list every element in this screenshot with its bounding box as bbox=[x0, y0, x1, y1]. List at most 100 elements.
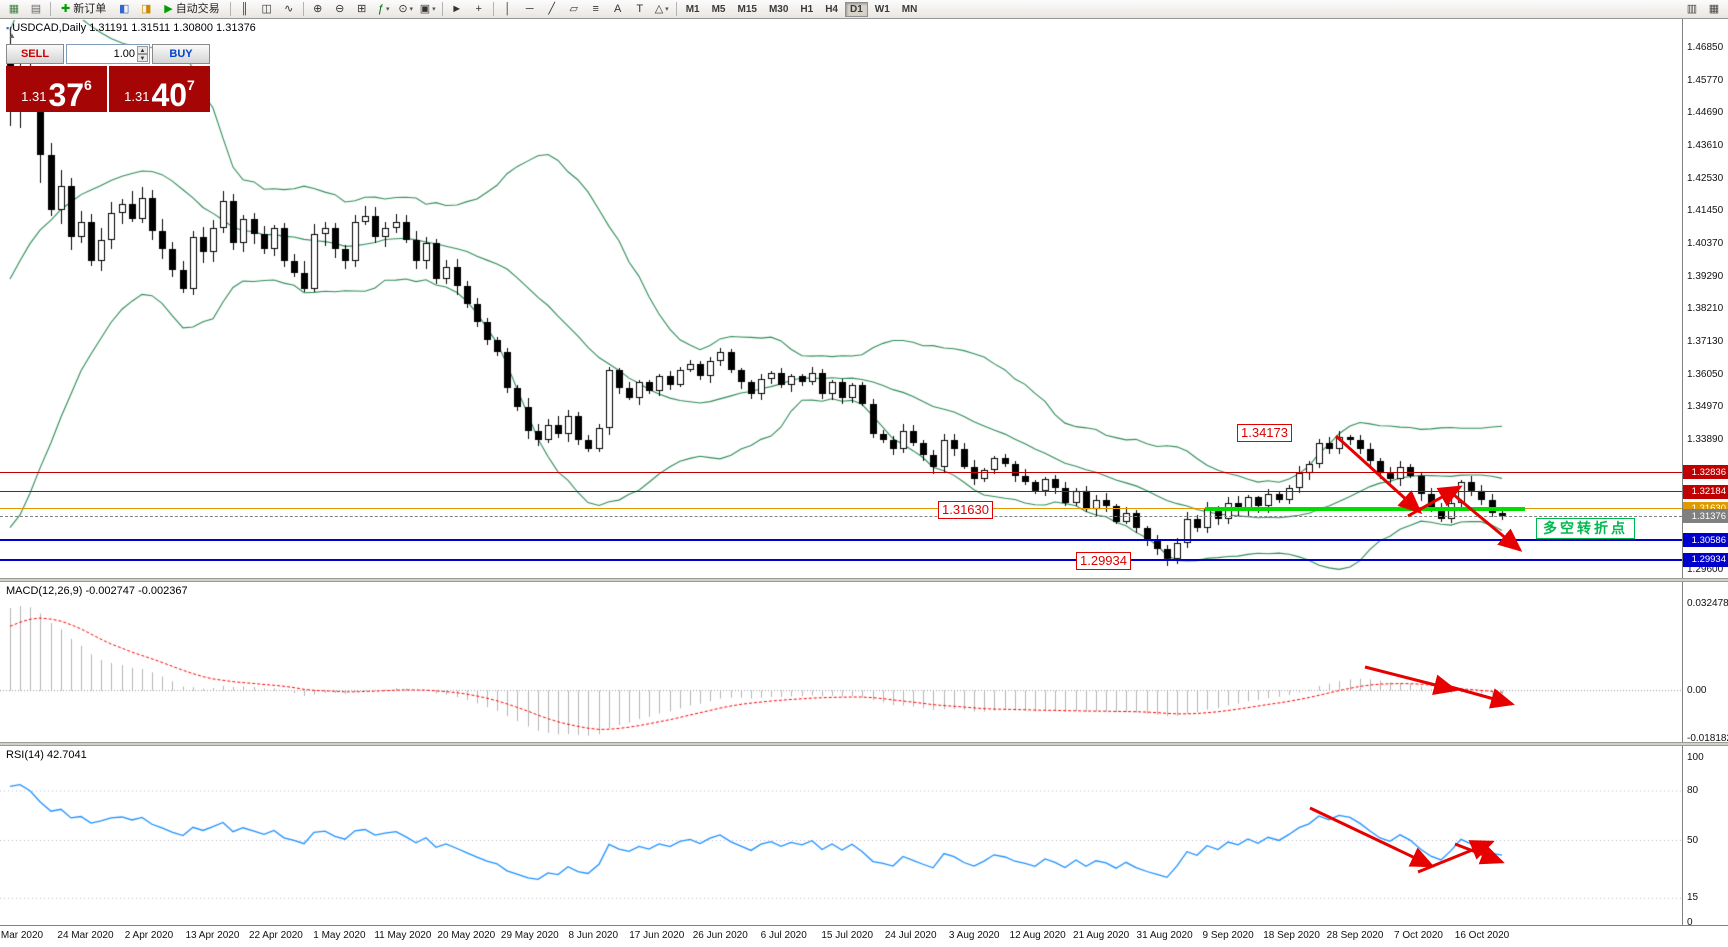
sell-label-button[interactable]: SELL bbox=[6, 44, 64, 64]
zoom-out-icon: ⊖ bbox=[335, 2, 345, 15]
chart-window-icon[interactable]: ▦ bbox=[4, 0, 24, 18]
support-line-lower[interactable] bbox=[0, 558, 1682, 561]
rsi-tick: 0 bbox=[1687, 917, 1693, 928]
one-click-collapse-icon[interactable]: ▲ bbox=[8, 31, 16, 40]
x-axis-date: 24 Mar 2020 bbox=[57, 930, 114, 941]
buy-price-sup: 7 bbox=[187, 77, 195, 93]
market-watch-icon[interactable]: ◧ bbox=[114, 0, 134, 18]
toolbar-separator bbox=[302, 2, 304, 16]
one-click-trading-panel: SELL 1.00 ▲ ▼ BUY 1.31 37 6 1.31 40 7 bbox=[6, 44, 210, 112]
sell-price-big: 37 bbox=[48, 76, 85, 113]
timeframe-m1-button[interactable]: M1 bbox=[685, 3, 700, 15]
autotrading-button[interactable]: ▶ 自动交易 bbox=[158, 0, 225, 18]
crosshair-icon: + bbox=[475, 2, 482, 15]
price-tick: 1.37130 bbox=[1687, 336, 1724, 348]
shapes-icon: △ bbox=[654, 2, 664, 15]
x-axis-date: 18 Sep 2020 bbox=[1263, 930, 1320, 941]
support-line-upper[interactable] bbox=[0, 539, 1682, 542]
support-trendline[interactable] bbox=[1205, 507, 1525, 512]
periods-icon[interactable]: ⊙ ▾ bbox=[396, 0, 416, 18]
navigator-icon[interactable]: ◨ bbox=[136, 0, 156, 18]
zoom-out-icon[interactable]: ⊖ bbox=[330, 0, 350, 18]
pivot-line[interactable] bbox=[0, 508, 1682, 510]
turning-point-label[interactable]: 多空转折点 bbox=[1536, 518, 1635, 539]
sell-price-sup: 6 bbox=[84, 77, 92, 93]
shapes-icon-dropdown[interactable]: ▾ bbox=[665, 5, 669, 13]
price-tick: 1.36050 bbox=[1687, 368, 1724, 380]
horizontal-line-icon[interactable]: ─ bbox=[520, 0, 540, 18]
cursor-icon[interactable]: ► bbox=[447, 0, 467, 18]
vertical-line-icon: │ bbox=[504, 2, 512, 15]
x-axis-date: 13 Apr 2020 bbox=[185, 930, 240, 941]
x-axis-date: Mar 2020 bbox=[0, 930, 44, 941]
x-axis-date: 28 Sep 2020 bbox=[1326, 930, 1384, 941]
macd-pane-separator[interactable] bbox=[0, 578, 1728, 582]
timeframe-w1-button[interactable]: W1 bbox=[874, 3, 890, 15]
new-order-button[interactable]: ✚ 新订单 bbox=[55, 0, 112, 18]
line-chart-icon[interactable]: ∿ bbox=[279, 0, 299, 18]
new-order-button: ✚ bbox=[61, 2, 71, 15]
pivot-price-label[interactable]: 1.31630 bbox=[938, 501, 993, 519]
chart-list-icon[interactable]: ▦ bbox=[1704, 0, 1724, 18]
timeframe-mn-button[interactable]: MN bbox=[901, 3, 918, 15]
timeframe-h4-button[interactable]: H4 bbox=[825, 3, 838, 15]
new-chart-icon: ▥ bbox=[1686, 2, 1698, 15]
resistance-line-upper[interactable] bbox=[0, 471, 1682, 473]
shapes-icon[interactable]: △ ▾ bbox=[652, 0, 672, 18]
x-axis-date: 6 Jul 2020 bbox=[760, 930, 807, 941]
label-icon[interactable]: T bbox=[630, 0, 650, 18]
price-badge: 1.32836 bbox=[1683, 465, 1728, 480]
fibonacci-icon: ≡ bbox=[592, 2, 599, 15]
label-icon: T bbox=[636, 2, 644, 15]
timeframe-m15-button[interactable]: M15 bbox=[737, 3, 757, 15]
chart-window-icon: ▦ bbox=[8, 2, 20, 15]
toolbar-separator bbox=[229, 2, 231, 16]
rsi-tick: 80 bbox=[1687, 785, 1699, 796]
buy-button[interactable]: 1.31 40 7 bbox=[109, 66, 210, 112]
resistance-line-lower[interactable] bbox=[0, 491, 1682, 493]
vertical-line-icon[interactable]: │ bbox=[498, 0, 518, 18]
periods-icon-dropdown[interactable]: ▾ bbox=[409, 5, 414, 13]
templates-icon[interactable]: ▣ ▾ bbox=[418, 0, 438, 18]
volume-down-icon[interactable]: ▼ bbox=[137, 54, 148, 62]
indicators-icon-dropdown[interactable]: ▾ bbox=[385, 5, 390, 13]
swing-high-price-label[interactable]: 1.34173 bbox=[1237, 424, 1292, 442]
tile-windows-icon[interactable]: ⊞ bbox=[352, 0, 372, 18]
profiles-icon[interactable]: ▤ bbox=[26, 0, 46, 18]
templates-icon-dropdown[interactable]: ▾ bbox=[432, 5, 436, 13]
sell-button[interactable]: 1.31 37 6 bbox=[6, 66, 107, 112]
fibonacci-icon[interactable]: ≡ bbox=[586, 0, 606, 18]
toolbar-separator bbox=[675, 2, 677, 16]
timeframe-m5-button[interactable]: M5 bbox=[711, 3, 726, 15]
timeframe-d1-button[interactable]: D1 bbox=[845, 1, 868, 17]
bar-chart-icon[interactable]: ║ bbox=[235, 0, 255, 18]
current-price-line[interactable] bbox=[0, 515, 1682, 517]
macd-tick: -0.018182 bbox=[1687, 733, 1728, 744]
zoom-in-icon: ⊕ bbox=[313, 2, 323, 15]
price-badge: 1.30586 bbox=[1683, 533, 1728, 548]
volume-input[interactable]: 1.00 ▲ ▼ bbox=[66, 44, 150, 64]
text-icon[interactable]: A bbox=[608, 0, 628, 18]
crosshair-icon[interactable]: + bbox=[469, 0, 489, 18]
main-toolbar: ▦ ▤ ✚ 新订单 ◧ ◨ ▶ 自动交易 ║ ◫ ∿ ⊕ ⊖ ⊞ ƒ ▾ ⊙ ▾ ▣ ▾ ► + │ ─ ╱ ▱ ≡ A T △ ▾ M1 M5… bbox=[0, 0, 1728, 19]
volume-up-icon[interactable]: ▲ bbox=[137, 46, 148, 54]
price-tick: 1.34970 bbox=[1687, 401, 1724, 413]
indicators-icon[interactable]: ƒ ▾ bbox=[374, 0, 394, 18]
rsi-pane-separator[interactable] bbox=[0, 742, 1728, 746]
timeframe-h1-button[interactable]: H1 bbox=[800, 3, 814, 15]
price-tick: 1.38210 bbox=[1687, 303, 1724, 315]
trendline-icon[interactable]: ╱ bbox=[542, 0, 562, 18]
timeframe-m30-button[interactable]: M30 bbox=[768, 3, 789, 15]
channel-icon[interactable]: ▱ bbox=[564, 0, 584, 18]
x-axis-date: 21 Aug 2020 bbox=[1073, 930, 1130, 941]
x-axis-date: 11 May 2020 bbox=[374, 930, 432, 941]
buy-label-button[interactable]: BUY bbox=[152, 44, 210, 64]
new-chart-icon[interactable]: ▥ bbox=[1682, 0, 1702, 18]
swing-low-price-label[interactable]: 1.29934 bbox=[1076, 552, 1131, 570]
rsi-tick: 15 bbox=[1687, 892, 1699, 904]
candlestick-chart-icon[interactable]: ◫ bbox=[257, 0, 277, 18]
line-chart-icon: ∿ bbox=[284, 2, 294, 15]
x-axis-date: 26 Jun 2020 bbox=[692, 930, 748, 941]
zoom-in-icon[interactable]: ⊕ bbox=[308, 0, 328, 18]
